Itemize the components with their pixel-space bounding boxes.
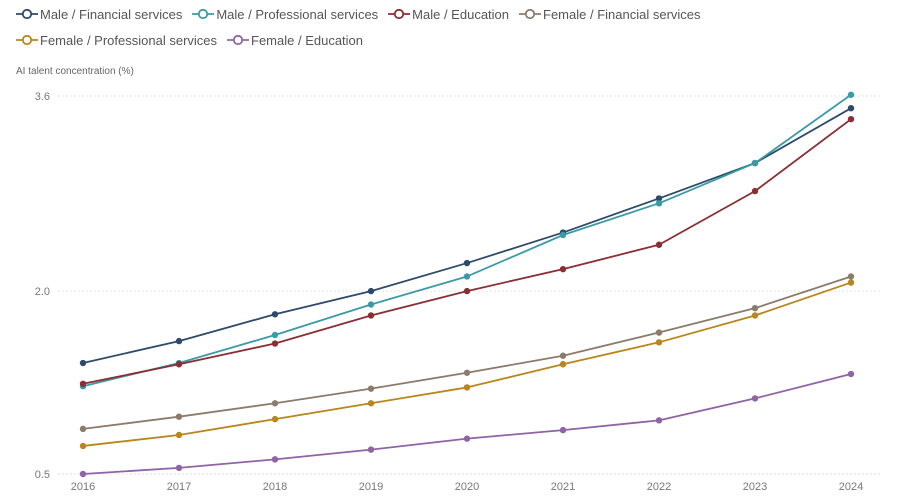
data-point-female-financial-services <box>847 273 855 280</box>
data-point-female-financial-services <box>79 425 87 433</box>
legend-marker-icon <box>519 8 542 20</box>
data-point-male-professional-services <box>367 301 375 308</box>
data-point-male-financial-services <box>847 104 855 112</box>
data-point-female-professional-services <box>655 339 663 346</box>
data-point-male-professional-services <box>751 159 759 167</box>
data-point-male-financial-services <box>79 359 87 367</box>
data-point-male-financial-services <box>271 311 279 318</box>
legend-label: Male / Financial services <box>40 6 183 22</box>
data-point-male-education <box>79 380 87 387</box>
legend-marker-icon <box>192 8 215 20</box>
data-point-female-financial-services <box>175 413 183 420</box>
x-tick-label: 2019 <box>359 481 383 493</box>
series-line-male-education <box>82 118 852 385</box>
legend-marker-icon <box>227 34 250 46</box>
data-point-male-professional-services <box>271 331 279 339</box>
series-line-male-financial-services <box>82 107 852 364</box>
data-point-female-education <box>271 456 279 463</box>
legend-label: Female / Education <box>251 32 364 48</box>
x-tick-label: 2017 <box>167 481 191 493</box>
data-point-male-financial-services <box>175 337 183 345</box>
legend-item-female-education[interactable]: Female / Education <box>227 30 363 50</box>
x-tick-label: 2021 <box>551 481 575 493</box>
data-point-female-professional-services <box>271 415 279 423</box>
data-point-female-professional-services <box>751 312 759 319</box>
legend-marker-icon <box>16 8 38 20</box>
legend-marker-icon <box>388 8 411 20</box>
legend-item-male-education[interactable]: Male / Education <box>388 4 509 24</box>
series-line-female-financial-services <box>82 275 852 430</box>
legend-label: Male / Professional services <box>216 6 379 22</box>
data-point-male-education <box>655 241 663 248</box>
data-point-male-education <box>751 187 759 195</box>
x-tick-label: 2024 <box>839 481 863 493</box>
data-point-male-education <box>847 115 855 123</box>
data-point-male-education <box>175 361 183 368</box>
data-point-female-education <box>79 470 87 478</box>
data-point-female-professional-services <box>79 442 87 450</box>
x-tick-label: 2016 <box>71 481 95 493</box>
y-tick-label: 2.0 <box>35 286 50 298</box>
data-point-male-education <box>271 340 279 347</box>
data-point-male-education <box>367 312 375 319</box>
y-tick-label: 0.5 <box>35 469 50 481</box>
data-point-male-financial-services <box>655 195 663 202</box>
data-point-female-education <box>751 395 759 402</box>
data-point-female-financial-services <box>271 400 279 407</box>
data-point-female-education <box>559 426 567 434</box>
x-tick-label: 2020 <box>455 481 479 493</box>
data-point-female-financial-services <box>367 385 375 392</box>
data-point-female-financial-services <box>463 369 471 376</box>
series-line-male-professional-services <box>82 93 852 388</box>
data-point-female-professional-services <box>847 279 855 286</box>
data-point-male-professional-services <box>847 91 855 98</box>
data-point-female-professional-services <box>463 384 471 391</box>
legend-label: Male / Education <box>412 6 510 22</box>
data-point-male-professional-services <box>559 231 567 239</box>
data-point-female-professional-services <box>559 361 567 368</box>
data-point-female-education <box>175 464 183 472</box>
data-point-female-financial-services <box>751 304 759 312</box>
data-point-female-education <box>463 435 471 442</box>
legend-label: Female / Professional services <box>40 32 218 48</box>
data-point-female-professional-services <box>175 431 183 439</box>
data-point-male-education <box>463 287 471 295</box>
y-axis-title: AI talent concentration (%) <box>16 66 134 77</box>
data-point-male-professional-services <box>463 273 471 280</box>
data-point-female-education <box>847 370 855 378</box>
x-tick-label: 2023 <box>743 481 767 493</box>
legend-label: Female / Financial services <box>543 6 701 22</box>
legend-item-female-financial-services[interactable]: Female / Financial services <box>519 4 701 24</box>
data-point-male-education <box>559 265 567 273</box>
data-point-male-professional-services <box>655 200 663 207</box>
data-point-male-financial-services <box>367 287 375 295</box>
x-tick-label: 2018 <box>263 481 287 493</box>
data-point-female-financial-services <box>655 329 663 336</box>
legend-marker-icon <box>16 34 38 46</box>
legend-item-female-professional-services[interactable]: Female / Professional services <box>16 30 217 50</box>
legend-item-male-professional-services[interactable]: Male / Professional services <box>192 4 378 24</box>
data-point-male-financial-services <box>463 259 471 267</box>
series-line-female-professional-services <box>82 281 852 447</box>
chart-legend: Male / Financial services Male / Professi… <box>16 4 876 50</box>
data-point-female-professional-services <box>367 400 375 407</box>
data-point-female-education <box>655 417 663 424</box>
data-point-female-financial-services <box>559 352 567 359</box>
data-point-female-education <box>367 446 375 453</box>
x-tick-label: 2022 <box>647 481 671 493</box>
legend-item-male-financial-services[interactable]: Male / Financial services <box>16 4 182 24</box>
y-tick-label: 3.6 <box>35 91 50 103</box>
